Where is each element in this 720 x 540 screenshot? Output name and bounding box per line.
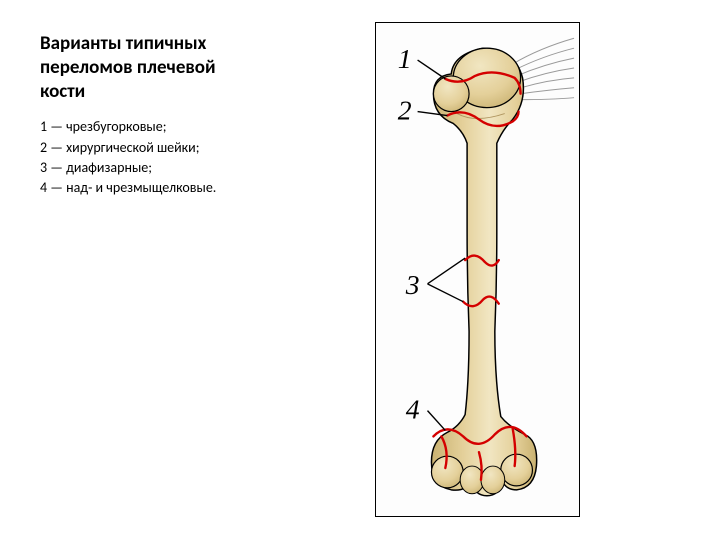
text-panel: Варианты типичных переломов плечевой кос… [40,32,320,198]
legend-item: 2 — хирургической шейки; [40,138,320,158]
diagram-title: Варианты типичных переломов плечевой кос… [40,32,320,103]
legend-item: 4 — над- и чрезмыщелковые. [40,178,320,198]
label-2: 2 [398,94,412,125]
label-1: 1 [398,43,412,74]
humerus-diagram: 1 2 3 4 [376,23,579,516]
legend-item: 1 — чрезбугорковые; [40,117,320,137]
legend-item: 3 — диафизарные; [40,158,320,178]
label-numbers: 1 2 3 4 [398,43,420,425]
title-line: переломов плечевой [40,56,216,79]
title-line: Варианты типичных [40,32,206,55]
figure-panel: 1 2 3 4 [375,22,580,517]
title-line: кости [40,80,85,103]
label-3: 3 [405,269,420,300]
label-4: 4 [406,394,420,425]
legend-list: 1 — чрезбугорковые; 2 — хирургической ше… [40,117,320,198]
